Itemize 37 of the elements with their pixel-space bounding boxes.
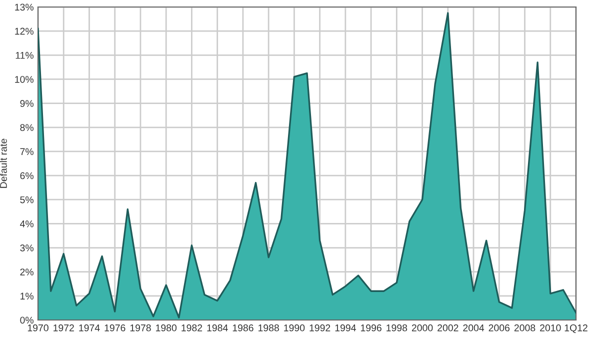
x-tick-label: 1978 — [130, 324, 151, 332]
x-tick-label: 1974 — [79, 324, 100, 332]
x-tick-label: 1Q12 — [564, 324, 588, 334]
y-tick-label: 4% — [20, 220, 34, 228]
y-tick-label: 9% — [20, 100, 34, 107]
y-tick-label: 12% — [15, 28, 34, 35]
y-tick-label: 5% — [20, 196, 34, 204]
x-tick-label: 1980 — [156, 324, 177, 332]
x-tick-label: 2002 — [438, 324, 458, 332]
x-tick-label: 1970 — [28, 324, 48, 332]
y-tick-label: 7% — [20, 148, 34, 156]
x-tick-label: 1990 — [284, 324, 305, 332]
x-tick-label: 1984 — [207, 324, 228, 332]
x-tick-label: 2004 — [463, 324, 484, 332]
x-tick-label: 1976 — [104, 324, 126, 332]
x-tick-label: 1988 — [258, 324, 279, 332]
x-tick-label: 2000 — [412, 324, 433, 332]
x-tick-label: 1994 — [335, 324, 356, 332]
x-tick-label: 2010 — [540, 324, 561, 332]
y-tick-label: 1% — [20, 292, 34, 300]
y-tick-label: 3% — [20, 244, 34, 252]
y-tick-label: 8% — [20, 124, 34, 132]
y-tick-label: 0% — [20, 316, 34, 324]
x-tick-label: 1986 — [232, 324, 254, 332]
y-tick-label: 13% — [15, 4, 34, 11]
x-tick-label: 1996 — [360, 324, 382, 332]
y-tick-label: 2% — [20, 268, 34, 276]
x-tick-label: 1972 — [54, 324, 74, 332]
y-tick-label: 10% — [15, 76, 34, 83]
x-tick-label: 2006 — [488, 324, 510, 332]
y-axis-title: Default rate — [0, 138, 7, 188]
x-tick-label: 1998 — [386, 324, 408, 332]
x-tick-label: 2008 — [514, 324, 536, 332]
x-tick-label: 1992 — [310, 324, 330, 332]
x-tick-label: 1982 — [182, 324, 202, 332]
y-tick-label: 11% — [16, 52, 34, 59]
y-tick-label: 6% — [20, 172, 34, 180]
